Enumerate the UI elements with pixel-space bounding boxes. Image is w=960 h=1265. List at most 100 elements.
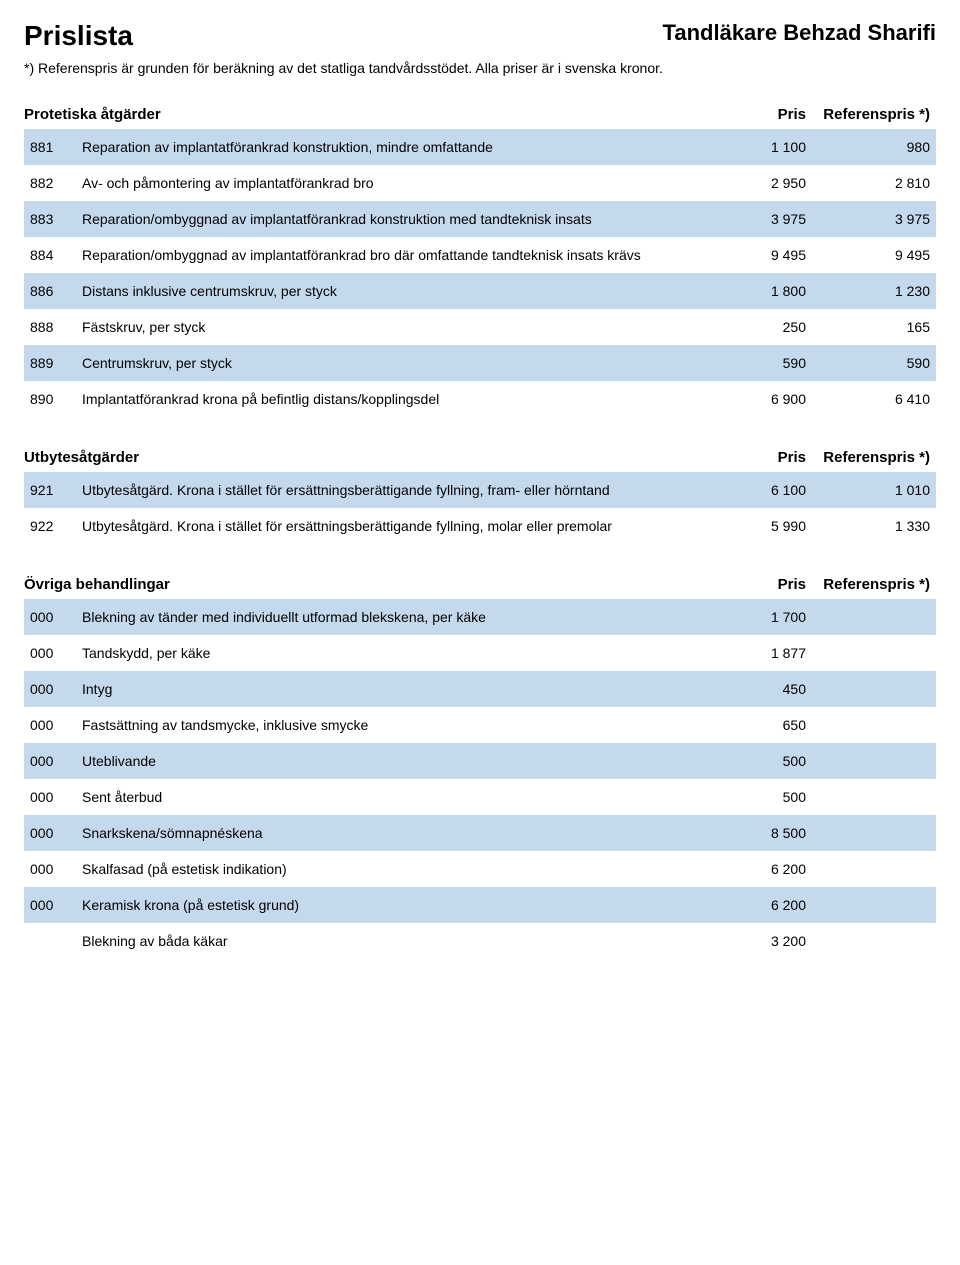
cell-desc: Reparation/ombyggnad av implantatförankr…: [82, 211, 696, 227]
cell-desc: Fastsättning av tandsmycke, inklusive sm…: [82, 717, 696, 733]
cell-pris: 2 950: [696, 175, 806, 191]
cell-code: 890: [24, 391, 82, 407]
page-header: Prislista Tandläkare Behzad Sharifi: [24, 20, 936, 52]
cell-ref: 9 495: [806, 247, 936, 263]
section-header: UtbytesåtgärderPrisReferenspris *): [24, 443, 936, 472]
cell-code: 883: [24, 211, 82, 227]
table-row: 884Reparation/ombyggnad av implantatföra…: [24, 237, 936, 273]
cell-code: 000: [24, 645, 82, 661]
cell-desc: Reparation/ombyggnad av implantatförankr…: [82, 247, 696, 263]
column-header-pris: Pris: [696, 576, 806, 593]
table-row: 921Utbytesåtgärd. Krona i stället för er…: [24, 472, 936, 508]
cell-code: 886: [24, 283, 82, 299]
cell-code: 884: [24, 247, 82, 263]
cell-pris: 250: [696, 319, 806, 335]
table-row: 000Snarkskena/sömnapnéskena8 500: [24, 815, 936, 851]
cell-ref: 2 810: [806, 175, 936, 191]
cell-desc: Uteblivande: [82, 753, 696, 769]
cell-ref: 1 230: [806, 283, 936, 299]
table-row: 881Reparation av implantatförankrad kons…: [24, 129, 936, 165]
table-row: 922Utbytesåtgärd. Krona i stället för er…: [24, 508, 936, 544]
table-row: 000Sent återbud500: [24, 779, 936, 815]
column-header-ref: Referenspris *): [806, 449, 936, 466]
cell-code: 000: [24, 681, 82, 697]
cell-pris: 1 877: [696, 645, 806, 661]
cell-pris: 6 100: [696, 482, 806, 498]
title-left: Prislista: [24, 20, 133, 52]
cell-code: 000: [24, 789, 82, 805]
table-row: 000Intyg450: [24, 671, 936, 707]
cell-desc: Sent återbud: [82, 789, 696, 805]
cell-pris: 590: [696, 355, 806, 371]
cell-pris: 6 900: [696, 391, 806, 407]
cell-ref: 590: [806, 355, 936, 371]
cell-desc: Utbytesåtgärd. Krona i stället för ersät…: [82, 518, 696, 534]
cell-pris: 3 975: [696, 211, 806, 227]
section-header: Protetiska åtgärderPrisReferenspris *): [24, 100, 936, 129]
cell-desc: Intyg: [82, 681, 696, 697]
cell-desc: Fästskruv, per styck: [82, 319, 696, 335]
section-header: Övriga behandlingarPrisReferenspris *): [24, 570, 936, 599]
cell-code: 888: [24, 319, 82, 335]
cell-desc: Centrumskruv, per styck: [82, 355, 696, 371]
subtitle: *) Referenspris är grunden för beräkning…: [24, 60, 936, 76]
cell-pris: 500: [696, 789, 806, 805]
cell-desc: Skalfasad (på estetisk indikation): [82, 861, 696, 877]
cell-pris: 1 700: [696, 609, 806, 625]
cell-pris: 9 495: [696, 247, 806, 263]
cell-pris: 3 200: [696, 933, 806, 949]
cell-desc: Av- och påmontering av implantatförankra…: [82, 175, 696, 191]
cell-desc: Blekning av tänder med individuellt utfo…: [82, 609, 696, 625]
column-header-pris: Pris: [696, 106, 806, 123]
cell-ref: 980: [806, 139, 936, 155]
column-header-pris: Pris: [696, 449, 806, 466]
sections-container: Protetiska åtgärderPrisReferenspris *)88…: [24, 100, 936, 959]
cell-desc: Utbytesåtgärd. Krona i stället för ersät…: [82, 482, 696, 498]
table-row: 000Uteblivande500: [24, 743, 936, 779]
cell-ref: 6 410: [806, 391, 936, 407]
table-row: 883Reparation/ombyggnad av implantatföra…: [24, 201, 936, 237]
cell-pris: 8 500: [696, 825, 806, 841]
cell-code: 922: [24, 518, 82, 534]
cell-pris: 450: [696, 681, 806, 697]
cell-code: 000: [24, 609, 82, 625]
table-row: 888Fästskruv, per styck250165: [24, 309, 936, 345]
cell-desc: Distans inklusive centrumskruv, per styc…: [82, 283, 696, 299]
table-row: 000Fastsättning av tandsmycke, inklusive…: [24, 707, 936, 743]
cell-desc: Implantatförankrad krona på befintlig di…: [82, 391, 696, 407]
column-header-ref: Referenspris *): [806, 106, 936, 123]
cell-desc: Snarkskena/sömnapnéskena: [82, 825, 696, 841]
cell-ref: 1 010: [806, 482, 936, 498]
table-row: 000Blekning av tänder med individuellt u…: [24, 599, 936, 635]
table-row: 886Distans inklusive centrumskruv, per s…: [24, 273, 936, 309]
cell-ref: 165: [806, 319, 936, 335]
cell-pris: 500: [696, 753, 806, 769]
title-right: Tandläkare Behzad Sharifi: [663, 20, 936, 46]
cell-code: 882: [24, 175, 82, 191]
cell-code: 000: [24, 861, 82, 877]
cell-desc: Keramisk krona (på estetisk grund): [82, 897, 696, 913]
cell-pris: 1 800: [696, 283, 806, 299]
cell-desc: Tandskydd, per käke: [82, 645, 696, 661]
table-row: 000Keramisk krona (på estetisk grund)6 2…: [24, 887, 936, 923]
cell-code: 889: [24, 355, 82, 371]
cell-code: 881: [24, 139, 82, 155]
column-header-ref: Referenspris *): [806, 576, 936, 593]
table-row: 000Skalfasad (på estetisk indikation)6 2…: [24, 851, 936, 887]
cell-pris: 5 990: [696, 518, 806, 534]
section-title: Övriga behandlingar: [24, 576, 696, 593]
section-title: Utbytesåtgärder: [24, 449, 696, 466]
table-row: 000Tandskydd, per käke1 877: [24, 635, 936, 671]
cell-pris: 6 200: [696, 861, 806, 877]
table-row: 889Centrumskruv, per styck590590: [24, 345, 936, 381]
cell-ref: 3 975: [806, 211, 936, 227]
cell-code: 000: [24, 897, 82, 913]
cell-ref: 1 330: [806, 518, 936, 534]
cell-code: 000: [24, 717, 82, 733]
table-row: 882Av- och påmontering av implantatföran…: [24, 165, 936, 201]
section-title: Protetiska åtgärder: [24, 106, 696, 123]
cell-pris: 650: [696, 717, 806, 733]
cell-pris: 6 200: [696, 897, 806, 913]
cell-desc: Reparation av implantatförankrad konstru…: [82, 139, 696, 155]
table-row: 890Implantatförankrad krona på befintlig…: [24, 381, 936, 417]
